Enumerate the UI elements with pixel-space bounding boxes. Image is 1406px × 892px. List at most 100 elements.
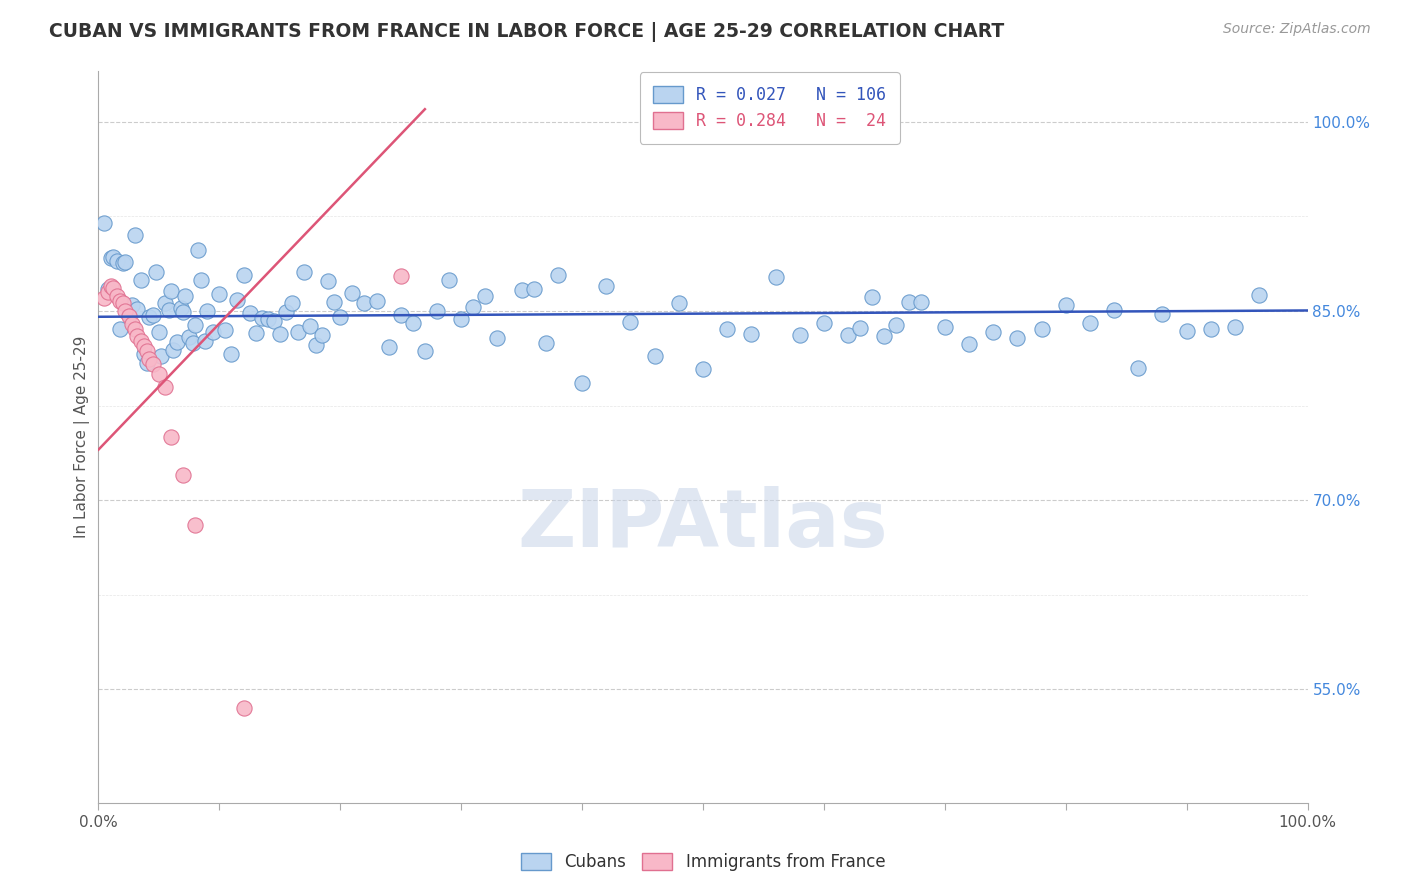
Point xyxy=(232,701,254,715)
Point xyxy=(402,317,425,331)
Point xyxy=(221,347,243,361)
Point xyxy=(127,301,149,316)
Point xyxy=(1102,303,1125,318)
Point xyxy=(121,298,143,312)
Point xyxy=(105,253,128,268)
Point xyxy=(118,309,141,323)
Point xyxy=(162,343,184,357)
Point xyxy=(134,347,156,361)
Point xyxy=(121,317,143,331)
Point xyxy=(101,281,124,295)
Point xyxy=(269,326,291,341)
Point xyxy=(474,289,496,303)
Point xyxy=(886,318,908,332)
Point xyxy=(127,329,149,343)
Point xyxy=(187,243,209,257)
Point xyxy=(873,328,896,343)
Point xyxy=(619,315,641,329)
Point xyxy=(1152,307,1174,321)
Point xyxy=(571,376,593,390)
Point xyxy=(450,312,472,326)
Point xyxy=(413,343,436,358)
Point xyxy=(305,338,328,352)
Point xyxy=(129,273,152,287)
Point xyxy=(202,326,225,340)
Point xyxy=(114,255,136,269)
Point xyxy=(135,344,157,359)
Point xyxy=(1078,317,1101,331)
Point xyxy=(124,228,146,243)
Point xyxy=(837,328,859,343)
Point xyxy=(194,334,217,349)
Point xyxy=(124,321,146,335)
Point xyxy=(174,289,197,303)
Point xyxy=(93,291,115,305)
Point xyxy=(184,518,207,533)
Point xyxy=(142,357,165,371)
Point xyxy=(389,308,412,322)
Point xyxy=(1249,288,1271,302)
Point xyxy=(245,326,267,340)
Point xyxy=(316,274,339,288)
Point xyxy=(510,283,533,297)
Point xyxy=(437,273,460,287)
Point xyxy=(463,300,485,314)
Point xyxy=(100,278,122,293)
Point xyxy=(148,325,170,339)
Point xyxy=(789,328,811,343)
Point xyxy=(389,268,412,283)
Point xyxy=(153,296,176,310)
Point xyxy=(226,293,249,308)
Point xyxy=(135,356,157,370)
Point xyxy=(534,336,557,351)
Point xyxy=(145,265,167,279)
Point xyxy=(157,302,180,317)
Point xyxy=(1199,322,1222,336)
Text: ZIPAtlas: ZIPAtlas xyxy=(517,486,889,564)
Point xyxy=(160,284,183,298)
Point xyxy=(897,295,920,310)
Point xyxy=(1054,298,1077,312)
Point xyxy=(108,322,131,336)
Point xyxy=(716,321,738,335)
Point xyxy=(97,282,120,296)
Point xyxy=(547,268,569,283)
Point xyxy=(142,308,165,322)
Legend: Cubans, Immigrants from France: Cubans, Immigrants from France xyxy=(512,845,894,880)
Point xyxy=(1175,324,1198,338)
Point xyxy=(105,289,128,303)
Point xyxy=(190,273,212,287)
Point xyxy=(129,334,152,349)
Point xyxy=(329,310,352,325)
Point xyxy=(740,327,762,342)
Point xyxy=(1223,320,1246,334)
Point xyxy=(166,335,188,350)
Point xyxy=(172,467,194,482)
Point xyxy=(644,349,666,363)
Point xyxy=(169,301,191,316)
Point xyxy=(101,251,124,265)
Point xyxy=(114,304,136,318)
Y-axis label: In Labor Force | Age 25-29: In Labor Force | Age 25-29 xyxy=(75,336,90,538)
Point xyxy=(263,314,285,328)
Point xyxy=(184,318,207,332)
Point xyxy=(353,296,375,310)
Point xyxy=(232,268,254,283)
Point xyxy=(281,296,304,310)
Point xyxy=(311,327,333,342)
Point xyxy=(1007,331,1029,345)
Point xyxy=(910,294,932,309)
Point xyxy=(1031,322,1053,336)
Point xyxy=(595,279,617,293)
Point xyxy=(668,295,690,310)
Point xyxy=(208,286,231,301)
Point xyxy=(138,310,160,325)
Point xyxy=(153,379,176,393)
Point xyxy=(100,252,122,266)
Legend: R = 0.027   N = 106, R = 0.284   N =  24: R = 0.027 N = 106, R = 0.284 N = 24 xyxy=(640,72,900,144)
Point xyxy=(957,336,980,351)
Point xyxy=(849,321,872,335)
Point xyxy=(93,216,115,230)
Point xyxy=(150,349,173,363)
Text: Source: ZipAtlas.com: Source: ZipAtlas.com xyxy=(1223,22,1371,37)
